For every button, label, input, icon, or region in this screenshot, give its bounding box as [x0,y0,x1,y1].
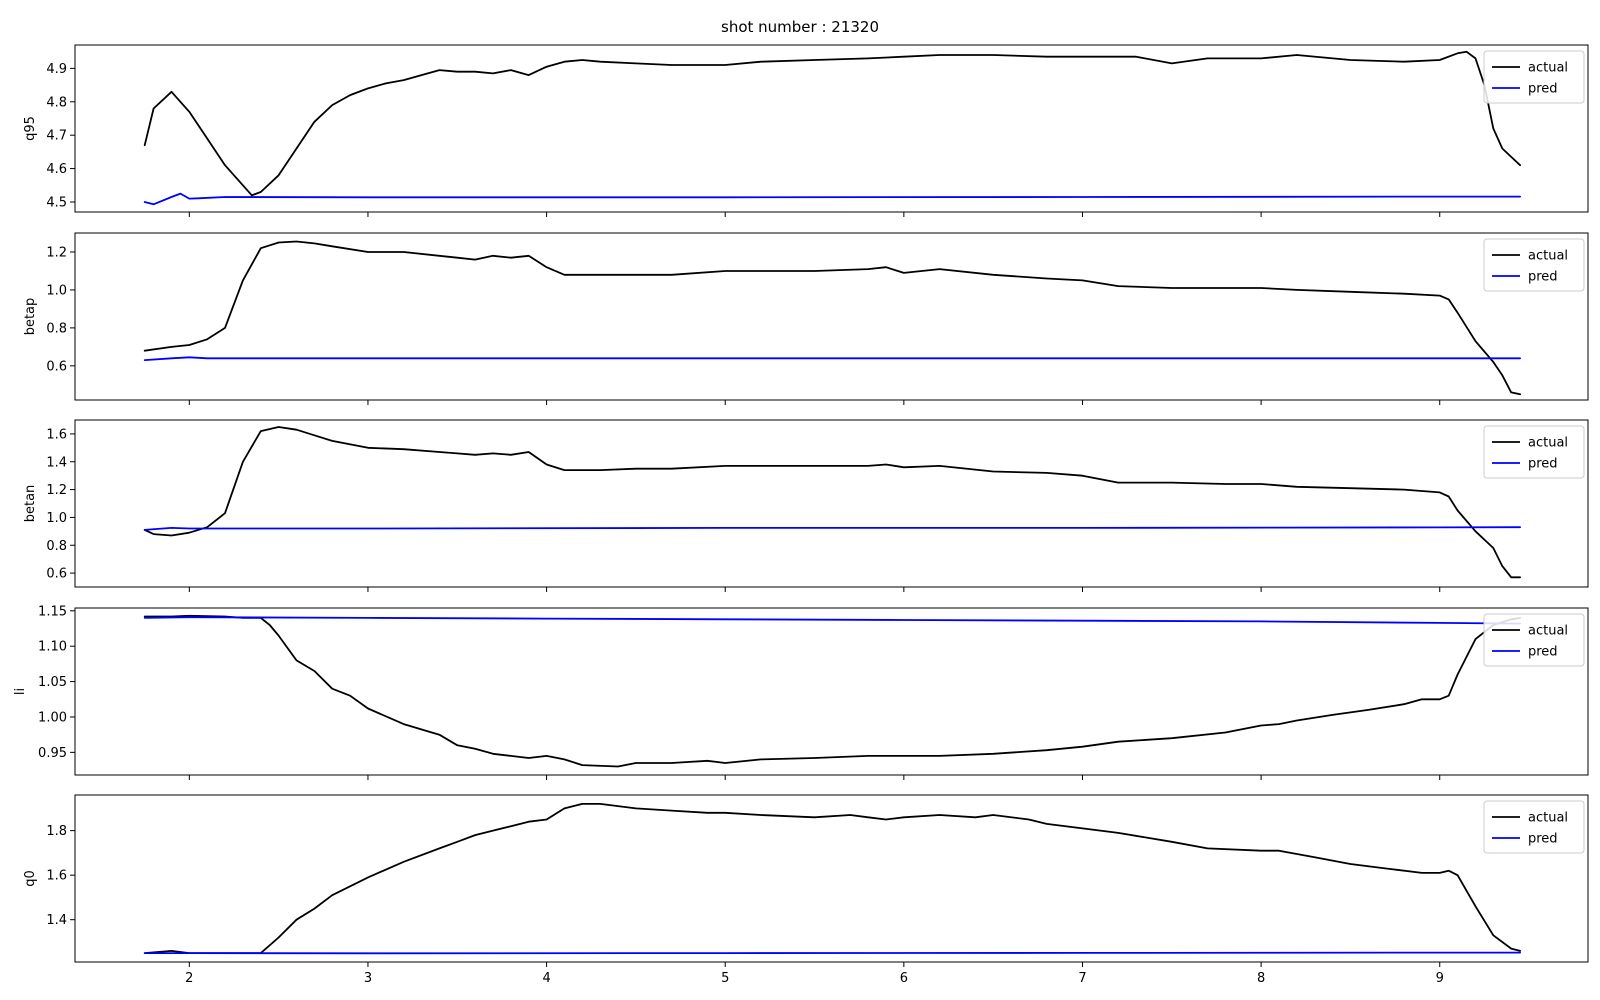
ytick-label: 4.6 [46,162,67,177]
legend: actual pred [1483,425,1585,479]
ytick-label: 1.8 [46,824,67,839]
axes-frame [74,44,1589,213]
ytick-label: 1.6 [46,869,67,884]
xtick-label: 2 [185,971,193,986]
y-axis-label: betap [23,298,38,336]
legend-label-actual: actual [1528,436,1568,451]
series-line-actual [143,803,1521,954]
xtick-label: 3 [364,971,372,986]
xtick-label: 6 [900,971,908,986]
xtick-label: 4 [542,971,550,986]
legend-label-actual: actual [1528,811,1568,826]
series-line-actual [143,426,1521,579]
subplot-q95: 4.5 4.6 4.7 4.8 4.9 q95 actual pred [23,44,1589,217]
ytick-label: 1.4 [46,913,67,928]
legend-box [1483,800,1585,854]
ytick-label: 1.4 [46,455,67,470]
ytick-label: 4.8 [46,95,67,110]
legend-label-pred: pred [1528,457,1558,472]
series-line-pred [143,616,1521,625]
xtick-label: 8 [1257,971,1265,986]
legend-box [1483,238,1585,292]
ytick-label: 0.6 [46,567,67,582]
series-line-pred [143,951,1521,955]
y-axis-label: betan [23,485,38,523]
ytick-label: 4.5 [46,195,67,210]
ytick-label: 1.2 [46,245,67,260]
y-axis-label: li [13,688,28,695]
ytick-label: 0.8 [46,321,67,336]
figure-title: shot number : 21320 [721,18,879,36]
series-line-pred [143,526,1521,531]
axes-frame [74,607,1589,776]
legend-label-pred: pred [1528,832,1558,847]
ytick-label: 1.05 [38,675,67,690]
subplot-li: 0.95 1.00 1.05 1.10 1.15 li actual pred [13,604,1589,780]
subplot-betan: 0.6 0.8 1.0 1.2 1.4 1.6 betan actual pred [23,419,1589,592]
ytick-label: 1.10 [38,640,67,655]
axes-frame [74,419,1589,588]
legend-label-pred: pred [1528,82,1558,97]
legend-label-pred: pred [1528,270,1558,285]
subplot-betap: 0.6 0.8 1.0 1.2 betap actual pred [23,232,1589,405]
ytick-label: 1.00 [38,710,67,725]
series-line-actual [143,614,1521,768]
series-line-actual [143,50,1521,197]
legend-box [1483,425,1585,479]
legend-box [1483,50,1585,104]
legend-label-actual: actual [1528,249,1568,264]
legend-box [1483,613,1585,667]
legend: actual pred [1483,50,1585,104]
ytick-label: 4.7 [46,129,67,144]
series-line-actual [143,240,1521,396]
legend-label-actual: actual [1528,624,1568,639]
ytick-label: 1.0 [46,283,67,298]
axes-frame [74,232,1589,401]
ytick-label: 4.9 [46,62,67,77]
xtick-label: 7 [1078,971,1086,986]
legend: actual pred [1483,800,1585,854]
legend: actual pred [1483,613,1585,667]
ytick-label: 1.2 [46,483,67,498]
ytick-label: 0.95 [38,746,67,761]
legend: actual pred [1483,238,1585,292]
subplot-q0: 1.4 1.6 1.8 2 3 4 5 6 7 8 9 q0 actual pred [23,794,1589,986]
ytick-label: 0.8 [46,539,67,554]
series-line-pred [143,356,1521,362]
xtick-label: 9 [1436,971,1444,986]
axes-frame [74,794,1589,963]
legend-label-pred: pred [1528,645,1558,660]
ytick-label: 0.6 [46,359,67,374]
y-axis-label: q95 [23,116,38,141]
series-line-pred [143,192,1521,206]
ytick-label: 1.6 [46,427,67,442]
ytick-label: 1.0 [46,511,67,526]
y-axis-label: q0 [23,870,38,887]
ytick-label: 1.15 [38,604,67,619]
legend-label-actual: actual [1528,61,1568,76]
xtick-label: 5 [721,971,729,986]
